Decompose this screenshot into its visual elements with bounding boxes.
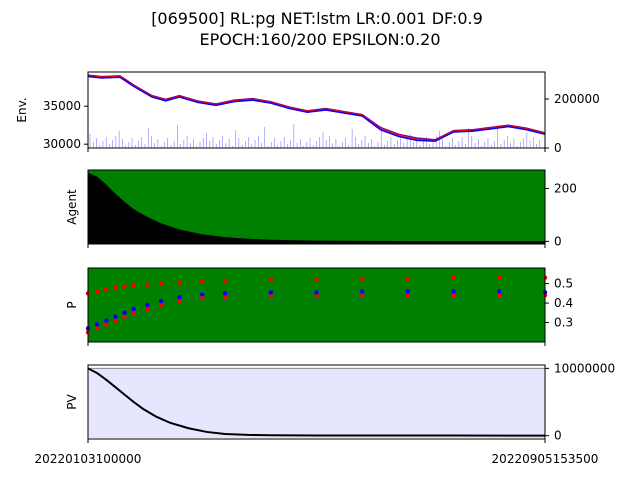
- panel-frame: [87, 267, 546, 343]
- pv-fill-area: [88, 368, 545, 438]
- p-point: [145, 282, 150, 287]
- y-axis-label: P: [65, 301, 79, 308]
- left-tick-label: 30000: [43, 137, 81, 151]
- x-tick-label-start: 20220103100000: [35, 452, 142, 466]
- p-point: [131, 306, 136, 312]
- panel-frame: [87, 169, 546, 245]
- p-point: [405, 289, 411, 294]
- title-line-1: [069500] RL:pg NET:lstm LR:0.001 DF:0.9: [151, 9, 483, 28]
- p-point: [94, 326, 100, 331]
- p-point: [113, 285, 118, 290]
- p-point: [360, 293, 365, 298]
- p-point: [314, 277, 319, 282]
- p-point: [113, 314, 118, 319]
- p-point: [158, 298, 164, 304]
- p-point: [360, 276, 365, 281]
- p-point: [405, 293, 411, 298]
- right-tick-label: 10000000: [554, 361, 615, 375]
- p-point: [200, 292, 205, 297]
- p-point: [104, 322, 109, 327]
- series-line: [87, 367, 546, 437]
- p-point: [145, 306, 150, 312]
- y-axis-label: Env.: [15, 97, 29, 122]
- p-point: [268, 294, 273, 299]
- p-point: [451, 289, 456, 294]
- series-line: [87, 74, 546, 141]
- right-tick-label: 0.5: [554, 277, 573, 291]
- p-point: [405, 276, 411, 281]
- agent-area: [88, 172, 545, 244]
- p-point: [360, 289, 365, 294]
- p-point: [497, 275, 502, 280]
- p-panel: P 0.5 0.4 0.3: [65, 267, 573, 346]
- right-tick-label: 0.4: [554, 296, 573, 310]
- p-point: [122, 310, 127, 315]
- pv-panel: PV 10000000 0: [65, 361, 615, 443]
- p-point: [451, 293, 456, 298]
- p-point: [104, 318, 109, 323]
- p-point: [113, 318, 118, 323]
- p-point: [131, 310, 136, 315]
- p-point: [497, 289, 502, 294]
- p-point: [177, 295, 182, 300]
- p-point: [314, 294, 319, 299]
- p-point: [122, 314, 127, 319]
- p-point: [200, 295, 205, 301]
- env-panel: Env. 200000 0 35000 30000: [15, 71, 600, 155]
- p-point: [268, 290, 273, 295]
- p-point: [122, 284, 127, 289]
- x-tick-label-end: 20220905153500: [492, 452, 599, 466]
- p-point: [314, 290, 319, 295]
- right-tick-label: 0: [554, 429, 562, 443]
- p-point: [94, 289, 100, 294]
- p-point: [497, 293, 502, 298]
- y-axis-label: PV: [65, 393, 79, 409]
- p-point: [104, 287, 109, 292]
- p-point: [145, 302, 150, 308]
- p-point: [268, 277, 273, 282]
- p-point: [158, 281, 164, 286]
- p-point: [222, 295, 228, 300]
- p-point: [177, 280, 182, 285]
- p-point: [158, 302, 164, 308]
- right-tick-label: 0: [554, 234, 562, 248]
- title-line-2: EPOCH:160/200 EPSILON:0.20: [199, 30, 440, 49]
- series-line: [87, 75, 546, 142]
- p-point: [94, 322, 100, 327]
- right-tick-label: 0: [554, 141, 562, 155]
- right-tick-label: 0.3: [554, 316, 573, 330]
- right-tick-label: 200: [554, 182, 577, 196]
- panel-frame: [87, 71, 546, 149]
- panel-frame: [87, 364, 546, 440]
- p-point: [131, 283, 136, 288]
- p-point: [451, 275, 456, 280]
- y-axis-label: Agent: [65, 189, 79, 225]
- p-point: [222, 278, 228, 283]
- p-point: [222, 291, 228, 296]
- left-tick-label: 35000: [43, 99, 81, 113]
- p-point: [177, 298, 182, 304]
- right-tick-label: 200000: [554, 92, 600, 106]
- series-line: [87, 75, 546, 142]
- agent-panel: Agent 200 0: [65, 169, 577, 248]
- p-point: [200, 279, 205, 284]
